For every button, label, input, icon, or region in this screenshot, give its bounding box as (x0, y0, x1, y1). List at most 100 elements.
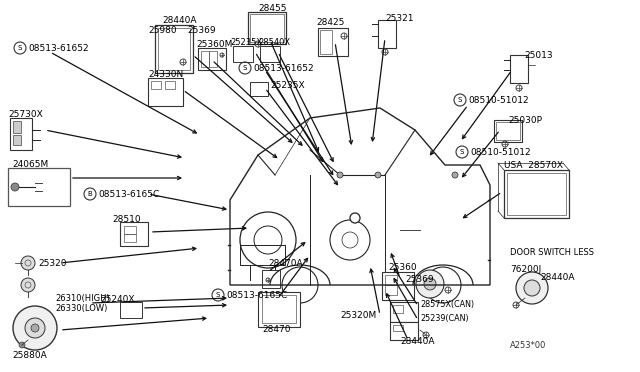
Text: 28440A: 28440A (162, 16, 196, 25)
Bar (148, 78, 183, 106)
Text: S: S (458, 97, 462, 103)
Circle shape (19, 342, 25, 348)
Text: S: S (243, 65, 247, 71)
Text: 25235X: 25235X (270, 80, 305, 90)
Circle shape (31, 324, 39, 332)
Text: S: S (216, 292, 220, 298)
Bar (382, 272, 414, 300)
Text: 28440A: 28440A (400, 337, 435, 346)
Bar (510, 55, 528, 83)
Bar (240, 245, 285, 265)
Bar (318, 28, 348, 56)
Bar (320, 30, 332, 54)
Bar (507, 173, 566, 215)
Text: 08513-61652: 08513-61652 (28, 44, 88, 52)
Text: 08513-61652: 08513-61652 (253, 64, 314, 73)
Bar (165, 81, 175, 89)
Bar (258, 292, 300, 327)
Circle shape (11, 183, 19, 191)
Text: 24065M: 24065M (12, 160, 48, 169)
Text: 28425: 28425 (316, 17, 344, 26)
Bar (393, 325, 403, 331)
Text: 25730X: 25730X (8, 109, 43, 119)
Circle shape (21, 278, 35, 292)
Text: 28470: 28470 (262, 326, 291, 334)
Bar (10, 118, 32, 150)
Circle shape (424, 278, 436, 290)
Bar (13, 135, 21, 145)
Text: 28540X: 28540X (258, 38, 290, 46)
Bar (504, 170, 569, 218)
Text: S: S (460, 149, 464, 155)
Text: 26330(LOW): 26330(LOW) (55, 304, 108, 312)
Text: 25880A: 25880A (12, 350, 47, 359)
Circle shape (524, 280, 540, 296)
Circle shape (25, 318, 45, 338)
Bar (260, 46, 280, 62)
Bar (198, 48, 226, 70)
Text: S: S (18, 45, 22, 51)
Bar (262, 270, 280, 288)
Text: 76200J: 76200J (510, 266, 541, 275)
Bar (155, 25, 193, 73)
Circle shape (416, 270, 444, 298)
Bar (13, 121, 21, 133)
Text: 24330N: 24330N (148, 70, 183, 78)
Circle shape (337, 172, 343, 178)
Text: A253*00: A253*00 (510, 340, 547, 350)
Text: 28455: 28455 (258, 3, 287, 13)
Circle shape (21, 256, 35, 270)
Text: 25320: 25320 (38, 260, 67, 269)
Bar (496, 122, 520, 140)
Circle shape (13, 306, 57, 350)
Text: 25013: 25013 (524, 51, 552, 60)
Bar (250, 14, 284, 42)
Bar (124, 234, 136, 242)
Text: 26310(HIGH): 26310(HIGH) (55, 294, 109, 302)
Bar (201, 51, 209, 67)
Circle shape (452, 172, 458, 178)
Bar (151, 81, 161, 89)
Text: 28510: 28510 (112, 215, 141, 224)
Text: 08513-6165C: 08513-6165C (226, 291, 287, 299)
Text: 25239(CAN): 25239(CAN) (420, 314, 468, 323)
Bar (124, 226, 136, 234)
Text: 28440A: 28440A (540, 273, 575, 282)
Bar (385, 275, 397, 285)
Bar (385, 285, 397, 295)
Text: DOOR SWITCH LESS: DOOR SWITCH LESS (510, 247, 594, 257)
Text: 25369: 25369 (187, 26, 216, 35)
Text: 25235X: 25235X (230, 38, 262, 46)
Bar (120, 222, 148, 246)
Bar (248, 12, 286, 44)
Text: 28575X(CAN): 28575X(CAN) (420, 299, 474, 308)
Text: 25240X: 25240X (100, 295, 134, 305)
Bar (390, 302, 418, 322)
Text: USA  28570X: USA 28570X (504, 160, 563, 170)
Circle shape (516, 272, 548, 304)
Text: 08510-51012: 08510-51012 (468, 96, 529, 105)
Text: 25030P: 25030P (508, 115, 542, 125)
Text: 28470A: 28470A (268, 260, 303, 269)
Bar (8, 168, 70, 206)
Bar (120, 302, 142, 318)
Text: 25360: 25360 (388, 263, 417, 273)
Bar (494, 120, 522, 142)
Bar (233, 46, 253, 62)
Text: 25980: 25980 (148, 26, 177, 35)
Text: 25360M: 25360M (196, 39, 232, 48)
Text: 25321: 25321 (385, 13, 413, 22)
Bar (158, 28, 190, 70)
Bar (378, 20, 396, 48)
Circle shape (350, 213, 360, 223)
Bar (390, 322, 418, 340)
Bar (250, 82, 268, 96)
Text: B: B (88, 191, 92, 197)
Text: 08513-6165C: 08513-6165C (98, 189, 159, 199)
Text: 08510-51012: 08510-51012 (470, 148, 531, 157)
Text: 25369: 25369 (405, 276, 434, 285)
Circle shape (375, 172, 381, 178)
Bar (393, 305, 403, 313)
Text: 25320M: 25320M (340, 311, 376, 320)
Bar (209, 51, 217, 67)
